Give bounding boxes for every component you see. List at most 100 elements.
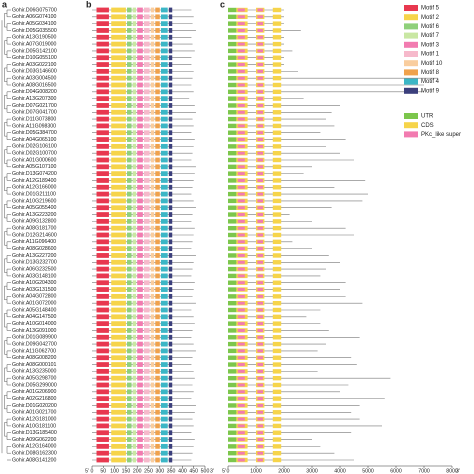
motif-box (127, 41, 132, 47)
domain-box (257, 444, 263, 448)
gene-name: Gohir.A10G204300 (12, 280, 57, 286)
motif-box (127, 437, 132, 442)
utr-box (228, 396, 237, 401)
motif-box (96, 307, 109, 313)
motif-box (168, 178, 173, 183)
domain-box (237, 83, 245, 87)
motif-box (132, 21, 137, 27)
motif-box (143, 21, 150, 27)
motif-box (160, 368, 168, 374)
motif-box (143, 28, 150, 33)
cds-box (272, 212, 282, 217)
motif-box (143, 103, 150, 108)
motif-box (127, 314, 132, 320)
legend-label: Motif 2 (421, 15, 440, 21)
motif-box (143, 416, 150, 422)
motif-box (96, 143, 109, 149)
motif-box (155, 368, 160, 374)
motif-box (155, 143, 160, 149)
motif-box (168, 300, 173, 306)
motif-box (150, 259, 155, 265)
motif-box (132, 239, 137, 245)
motif-box (132, 55, 137, 61)
legend-label: UTR (421, 114, 434, 120)
motif-box (155, 389, 160, 395)
motif-box (96, 28, 109, 33)
motif-box (111, 348, 126, 354)
motif-box (168, 137, 173, 142)
motif-box (150, 68, 155, 74)
motif-box (111, 280, 126, 286)
utr-box (228, 341, 237, 347)
motif-box (127, 280, 132, 286)
domain-box (237, 451, 245, 455)
motif-box (150, 62, 155, 67)
domain-box (237, 131, 245, 135)
motif-box (127, 28, 132, 33)
motif-box (96, 55, 109, 61)
domain-box (257, 103, 263, 107)
cds-box (272, 253, 282, 258)
motif-box (160, 403, 168, 408)
motif-box (111, 450, 126, 456)
motif-box (168, 171, 173, 177)
cds-box (272, 246, 282, 251)
motif-box (168, 287, 173, 292)
gene-name: Gohir.A01G021700 (12, 410, 57, 416)
cds-box (272, 307, 282, 313)
utr-box (228, 375, 237, 381)
motif-box (132, 116, 137, 122)
motif-box (160, 293, 168, 299)
motif-box (96, 450, 109, 456)
motif-box (155, 55, 160, 61)
motif-box (127, 239, 132, 245)
motif-box (96, 389, 109, 395)
motif-box (96, 21, 109, 27)
domain-box (237, 76, 245, 80)
motif-box (127, 375, 132, 381)
motif-box (127, 225, 132, 231)
motif-box (96, 375, 109, 381)
motif-box (155, 171, 160, 177)
motif-box (168, 266, 173, 272)
gene-name: Gohir.D05G299000 (12, 382, 57, 388)
motif-box (132, 423, 137, 429)
motif-box (137, 41, 143, 47)
utr-box (228, 253, 237, 258)
gene-name: Gohir.A11G098300 (12, 123, 56, 129)
domain-box (257, 397, 263, 401)
motif-box (137, 423, 143, 429)
cds-box (272, 437, 282, 442)
motif-box (155, 375, 160, 381)
utr-box (228, 266, 237, 272)
motif-box (111, 123, 126, 129)
domain-box (237, 458, 245, 462)
motif-box (111, 157, 126, 163)
motif-box (111, 368, 126, 374)
motif-box (155, 28, 160, 33)
motif-box (96, 259, 109, 265)
motif-box (127, 348, 132, 354)
motif-box (132, 96, 137, 102)
domain-box (257, 267, 263, 271)
domain-box (257, 315, 263, 319)
motif-box (132, 382, 137, 388)
motif-box (127, 246, 132, 252)
domain-box (257, 90, 263, 94)
motif-box (137, 116, 143, 122)
domain-box (237, 206, 245, 210)
gene-name: Gohir.A10G219600 (12, 198, 57, 204)
motif-box (96, 293, 109, 299)
domain-box (257, 233, 263, 237)
cds-box (272, 205, 282, 210)
motif-box (168, 198, 173, 204)
gene-name: Gohir.A12G181000 (12, 416, 57, 422)
motif-box (132, 82, 137, 88)
motif-box (150, 409, 155, 415)
gene-name: Gohir.D09G042700 (12, 341, 57, 347)
domain-box (237, 233, 245, 237)
motif-box (96, 280, 109, 286)
motif-box (127, 232, 132, 238)
motif-box (155, 321, 160, 327)
domain-box (237, 260, 245, 264)
